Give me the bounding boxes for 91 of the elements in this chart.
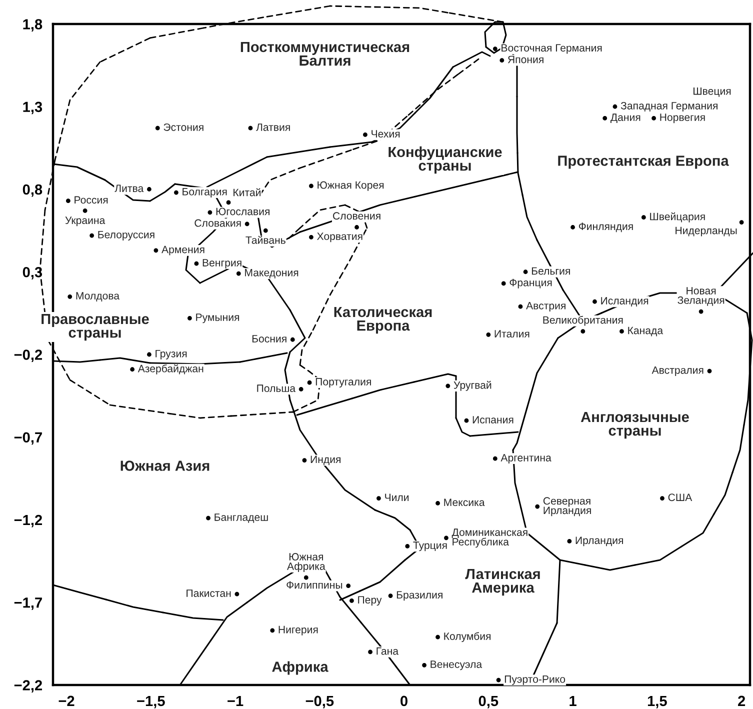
data-label: Исландия xyxy=(601,297,648,306)
data-label: Великобритания xyxy=(543,316,623,326)
data-label: Восточная Германия xyxy=(502,44,602,54)
data-label: Чехия xyxy=(372,130,400,138)
y-tick-label: −1,2 xyxy=(14,514,42,528)
data-label: Австрия xyxy=(526,302,566,312)
data-label: Польша xyxy=(257,384,296,392)
data-label: Гана xyxy=(376,647,399,655)
data-label: Аргентина xyxy=(500,454,552,464)
annotation: Англоязычные страны xyxy=(580,412,689,439)
data-label: Нидерланды xyxy=(676,226,737,236)
annotation: Швеция xyxy=(694,87,731,97)
data-label: Болгария xyxy=(182,188,227,198)
y-tick-label: −0,7 xyxy=(14,432,42,445)
data-label: Венесуэла xyxy=(430,660,482,670)
data-label: Швейцария xyxy=(650,212,705,222)
data-label: Словения xyxy=(333,212,380,220)
data-label: Бельгия xyxy=(532,267,570,275)
data-label: Тайвань xyxy=(246,236,286,244)
data-label: Румыния xyxy=(196,314,240,324)
data-label: Финляндия xyxy=(578,222,633,232)
data-label: Хорватия xyxy=(317,232,362,242)
data-label: Мексика xyxy=(444,498,485,506)
annotation: Католическая Европа xyxy=(334,306,432,334)
data-label: США xyxy=(668,494,692,502)
y-tick-label: 1,3 xyxy=(23,102,42,114)
data-label: Япония xyxy=(508,56,544,64)
data-label: Перу xyxy=(358,596,382,606)
data-label: Армения xyxy=(162,246,204,256)
data-label: Ирландия xyxy=(576,536,623,546)
data-label: Северная Ирландия xyxy=(543,497,591,516)
y-tick-label: 1,8 xyxy=(23,19,42,32)
data-label: Македония xyxy=(245,268,298,278)
data-label: Италия xyxy=(494,330,530,338)
x-tick-label: −0,5 xyxy=(306,696,334,708)
data-label: Словакия xyxy=(194,219,241,227)
data-label: Венгрия xyxy=(202,259,242,269)
data-label: Нигерия xyxy=(278,626,318,636)
annotation: Протестантская Европа xyxy=(558,156,729,169)
data-label: Южная Африка xyxy=(287,553,326,572)
annotation: Африка xyxy=(272,661,328,675)
data-label: Белоруссия xyxy=(98,230,154,240)
data-label: Новая Зеландия xyxy=(678,287,724,306)
data-label: Украина xyxy=(65,216,106,226)
x-tick-label: 1,5 xyxy=(648,696,667,708)
x-tick-label: −1,5 xyxy=(137,696,165,708)
y-tick-label: 0,8 xyxy=(22,184,42,197)
x-tick-label: −2 xyxy=(58,696,74,706)
annotation: Православные страны xyxy=(42,314,149,341)
data-label: Босния xyxy=(252,335,286,342)
data-label: Западная Германия xyxy=(620,102,718,112)
data-label: Югославия xyxy=(216,208,270,216)
data-label: Австралия xyxy=(652,366,704,376)
annotation: Конфуцианские страны xyxy=(388,146,502,174)
data-label: Бразилия xyxy=(396,591,442,601)
data-label: Грузия xyxy=(156,350,187,360)
data-label: Латвия xyxy=(256,124,290,131)
data-label: Чили xyxy=(385,494,409,502)
x-tick-label: 2 xyxy=(738,696,746,706)
data-label: Литва xyxy=(114,184,144,192)
x-tick-label: 0,5 xyxy=(478,696,498,708)
data-label: Индия xyxy=(310,456,340,466)
data-label: Филиппины xyxy=(286,581,342,589)
data-label: Испания xyxy=(472,416,514,424)
data-label: Китай xyxy=(234,188,260,196)
data-label: Франция xyxy=(510,278,552,288)
data-label: Канада xyxy=(628,326,664,336)
data-label: Азербайджан xyxy=(138,364,204,374)
x-tick-label: 0 xyxy=(400,696,408,706)
data-label: Португалия xyxy=(316,378,371,388)
data-label: Бангладеш xyxy=(214,514,268,523)
data-label: Эстония xyxy=(164,123,204,131)
x-tick-label: −1 xyxy=(228,696,244,706)
data-label: Турция xyxy=(413,542,447,552)
data-label: Южная Корея xyxy=(318,181,384,191)
data-label: Уругвай xyxy=(454,380,492,391)
data-label: Норвегия xyxy=(660,114,705,124)
data-label: Пакистан xyxy=(186,590,231,597)
annotation: Посткоммунистическая Балтия xyxy=(240,42,410,66)
x-tick-label: 1 xyxy=(570,696,576,706)
data-label: Россия xyxy=(74,196,108,204)
data-label: Дания xyxy=(610,114,640,124)
data-label: Колумбия xyxy=(444,632,491,642)
y-tick-label: −0,2 xyxy=(14,350,42,362)
y-tick-label: −2,2 xyxy=(14,680,42,693)
annotation: Южная Азия xyxy=(120,460,210,471)
y-tick-label: −1,7 xyxy=(14,598,42,610)
data-label: Доминиканская Республика xyxy=(452,528,528,548)
data-label: Молдова xyxy=(76,292,120,302)
data-label: Пуэрто-Рико xyxy=(504,676,566,685)
annotation: Латинская Америка xyxy=(465,568,540,596)
